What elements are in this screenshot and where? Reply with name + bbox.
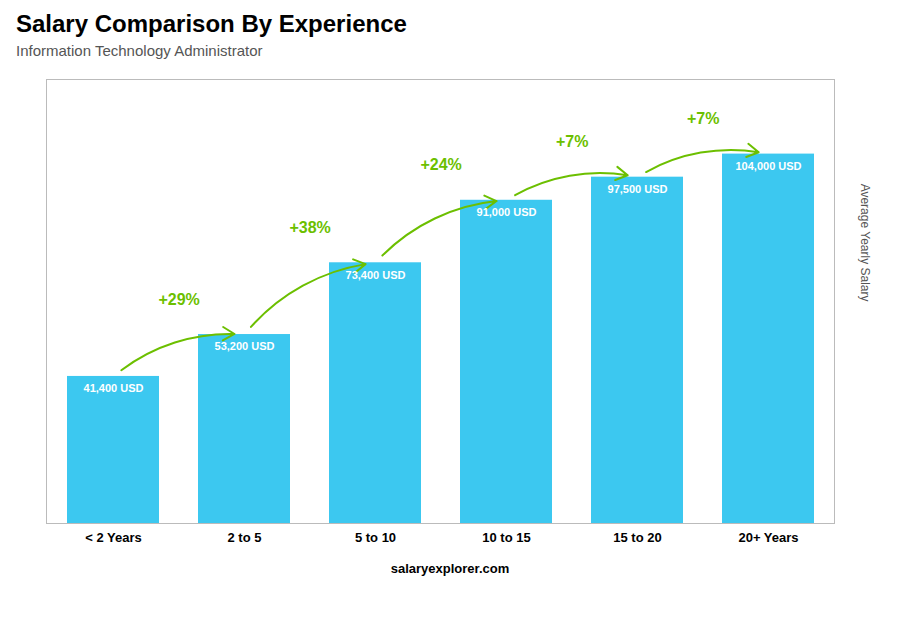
svg-text:10 to 15: 10 to 15: [482, 530, 530, 545]
svg-text:+29%: +29%: [158, 291, 199, 308]
svg-text:15 to 20: 15 to 20: [613, 530, 661, 545]
html-text:Salary Comparison By Experienc: Salary Comparison By Experience: [16, 10, 407, 37]
svg-text:41,400 USD: 41,400 USD: [84, 382, 144, 394]
svg-text:+7%: +7%: [687, 110, 719, 127]
svg-text:97,500 USD: 97,500 USD: [608, 183, 668, 195]
svg-text:< 2 Years: < 2 Years: [85, 530, 142, 545]
svg-text:20+ Years: 20+ Years: [738, 530, 798, 545]
html-text:salaryexplorer.com: salaryexplorer.com: [390, 561, 510, 576]
svg-text:53,200 USD: 53,200 USD: [215, 340, 275, 352]
svg-text:Average Yearly Salary: Average Yearly Salary: [858, 184, 872, 302]
svg-text:+7%: +7%: [556, 133, 588, 150]
svg-text:91,000 USD: 91,000 USD: [477, 206, 537, 218]
svg-text:5 to 10: 5 to 10: [355, 530, 396, 545]
svg-text:+24%: +24%: [420, 156, 461, 173]
svg-text:2 to 5: 2 to 5: [228, 530, 262, 545]
svg-text:+38%: +38%: [289, 219, 330, 236]
svg-text:104,000 USD: 104,000 USD: [735, 160, 801, 172]
html-text:Information Technology Adminis: Information Technology Administrator: [16, 42, 263, 59]
svg-text:73,400 USD: 73,400 USD: [346, 269, 406, 281]
